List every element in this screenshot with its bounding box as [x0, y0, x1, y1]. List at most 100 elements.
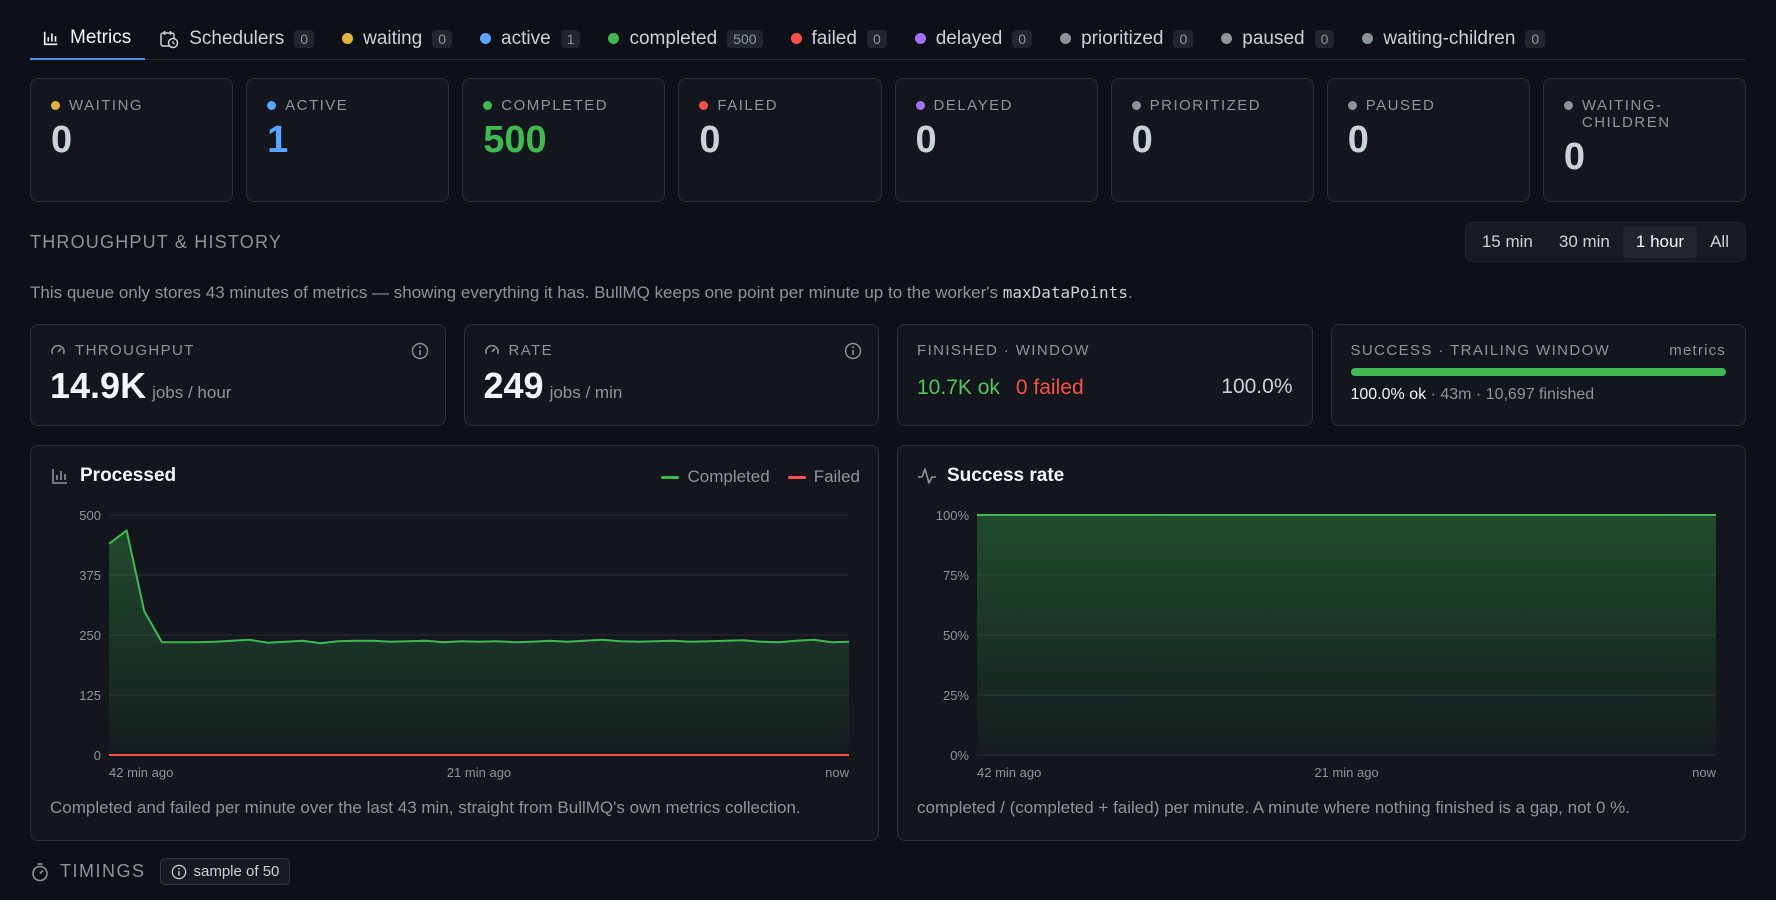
success-tag: metrics [1669, 342, 1726, 359]
finished-label: FINISHED · WINDOW [917, 342, 1090, 359]
status-card-label: FAILED [699, 97, 860, 114]
status-card-waiting[interactable]: WAITING 0 [30, 78, 234, 202]
processed-title: Processed [80, 465, 177, 486]
success-summary: 100.0% ok · 43m · 10,697 finished [1351, 386, 1727, 404]
throughput-value: 14.9K [50, 365, 147, 406]
sample-chip-label: sample of 50 [193, 863, 280, 880]
tab-label: active [501, 27, 551, 49]
status-card-failed[interactable]: FAILED 0 [678, 78, 882, 202]
success-card: SUCCESS · TRAILING WINDOW metrics 100.0%… [1330, 324, 1746, 426]
status-dot-icon [1221, 33, 1233, 44]
tab-label: prioritized [1081, 27, 1164, 49]
tab-count-badge: 0 [1012, 29, 1033, 48]
tab-active[interactable]: active 1 [466, 18, 594, 60]
tab-count-badge: 0 [1525, 29, 1546, 48]
tab-paused[interactable]: paused 0 [1207, 18, 1348, 60]
status-dot-icon [480, 33, 492, 44]
tab-waiting-children[interactable]: waiting-children 0 [1348, 18, 1559, 60]
tab-Schedulers[interactable]: Schedulers 0 [145, 18, 328, 60]
info-icon[interactable] [411, 342, 429, 360]
status-card-label-text: DELAYED [933, 97, 1013, 114]
series-area [977, 515, 1716, 755]
range-option-30-min[interactable]: 30 min [1558, 232, 1610, 251]
status-card-prioritized[interactable]: PRIORITIZED 0 [1110, 78, 1314, 202]
legend-failed: Failed [787, 467, 860, 487]
status-card-label-text: PAUSED [1365, 97, 1436, 114]
status-dot-icon [1060, 33, 1072, 44]
tab-label: failed [811, 27, 857, 49]
timings-title: TIMINGS [60, 861, 146, 881]
success-ok: 100.0% ok [1350, 386, 1427, 403]
note-text: This queue only stores 43 minutes of met… [30, 283, 1003, 302]
finished-failed: 0 failed [1015, 376, 1084, 399]
status-card-label: PAUSED [1347, 97, 1509, 114]
status-dot-icon [342, 33, 354, 44]
calendar-clock-icon [160, 30, 179, 48]
success-label: SUCCESS · TRAILING WINDOW [1350, 342, 1611, 359]
status-card-label: COMPLETED [483, 97, 644, 114]
status-dot-icon [483, 101, 493, 110]
status-dot-icon [51, 101, 60, 110]
status-card-delayed[interactable]: DELAYED 0 [894, 78, 1098, 202]
y-tick-label: 25% [943, 688, 969, 703]
success-rate-chart: 0% 25% 50% 75% 100% 42 min ago 21 min ago now [936, 508, 1717, 780]
status-dot-icon [790, 33, 802, 44]
tab-completed[interactable]: completed 500 [594, 18, 776, 60]
x-tick-label: 21 min ago [1314, 765, 1378, 780]
tab-count-badge: 500 [727, 29, 763, 48]
status-card-label-text: PRIORITIZED [1149, 97, 1262, 114]
range-option-15-min[interactable]: 15 min [1481, 232, 1533, 251]
metric-cards: THROUGHPUT 14.9K jobs / hour RATE 249 jobs… [30, 324, 1746, 426]
tab-count-badge: 1 [560, 29, 581, 48]
y-tick-label: 375 [79, 568, 101, 583]
note-code: maxDataPoints [1002, 283, 1128, 302]
status-cards: WAITING 0 ACTIVE 1 COMPLETED 500 FAILED 0 DELAYE… [30, 78, 1746, 202]
status-card-paused[interactable]: PAUSED 0 [1326, 78, 1530, 202]
rate-card: RATE 249 jobs / min [463, 324, 879, 426]
status-card-value: 0 [1563, 136, 1586, 178]
y-tick-label: 125 [79, 688, 101, 703]
processed-title-row: Processed [50, 465, 176, 487]
tab-label: waiting [363, 27, 423, 49]
status-card-value: 500 [483, 119, 547, 161]
status-card-value: 0 [915, 119, 937, 161]
y-tick-label: 0 [94, 748, 101, 763]
rate-value: 249 [483, 365, 544, 406]
status-card-active[interactable]: ACTIVE 1 [246, 78, 450, 202]
gauge-icon [51, 344, 65, 354]
status-card-completed[interactable]: COMPLETED 500 [462, 78, 666, 202]
status-card-waiting-children[interactable]: WAITING-​CHILDREN 0 [1542, 78, 1746, 202]
status-dot-icon [267, 101, 277, 110]
time-range-selector: 15 min 30 min 1 hour All [1464, 222, 1746, 262]
bar-chart-icon [52, 469, 67, 484]
status-card-value: 0 [1131, 119, 1153, 161]
range-option-All[interactable]: All [1710, 232, 1729, 251]
rate-value-row: 249 jobs / min [484, 365, 860, 407]
success-progress-bar [1350, 368, 1726, 376]
tab-count-badge: 0 [866, 29, 887, 48]
tab-delayed[interactable]: delayed 0 [901, 18, 1046, 60]
throughput-label-row: THROUGHPUT [50, 342, 426, 359]
x-tick-label: 42 min ago [977, 765, 1041, 780]
tab-count-badge: 0 [432, 29, 453, 48]
success-detail: · 43m · 10,697 finished [1426, 386, 1595, 403]
success-title: Success rate [947, 465, 1065, 486]
bar-chart-icon [43, 31, 58, 45]
x-tick-label: 42 min ago [109, 765, 173, 780]
status-dot-icon [1131, 101, 1141, 110]
sample-chip[interactable]: sample of 50 [159, 858, 291, 885]
tab-failed[interactable]: failed 0 [777, 18, 901, 60]
info-icon[interactable] [844, 342, 862, 360]
tab-waiting[interactable]: waiting 0 [328, 18, 466, 60]
range-option-1-hour[interactable]: 1 hour [1622, 226, 1698, 258]
y-tick-label: 100% [936, 508, 970, 523]
throughput-section-title: THROUGHPUT & HISTORY [30, 232, 283, 252]
tab-prioritized[interactable]: prioritized 0 [1046, 18, 1207, 60]
stopwatch-icon [32, 862, 48, 881]
status-card-value: 0 [51, 119, 73, 161]
status-card-value: 1 [267, 119, 289, 161]
tab-Metrics[interactable]: Metrics [30, 18, 146, 60]
legend-failed-label: Failed [813, 467, 860, 486]
status-card-label-text: FAILED [717, 97, 779, 114]
status-card-label: WAITING-​CHILDREN [1563, 97, 1725, 131]
